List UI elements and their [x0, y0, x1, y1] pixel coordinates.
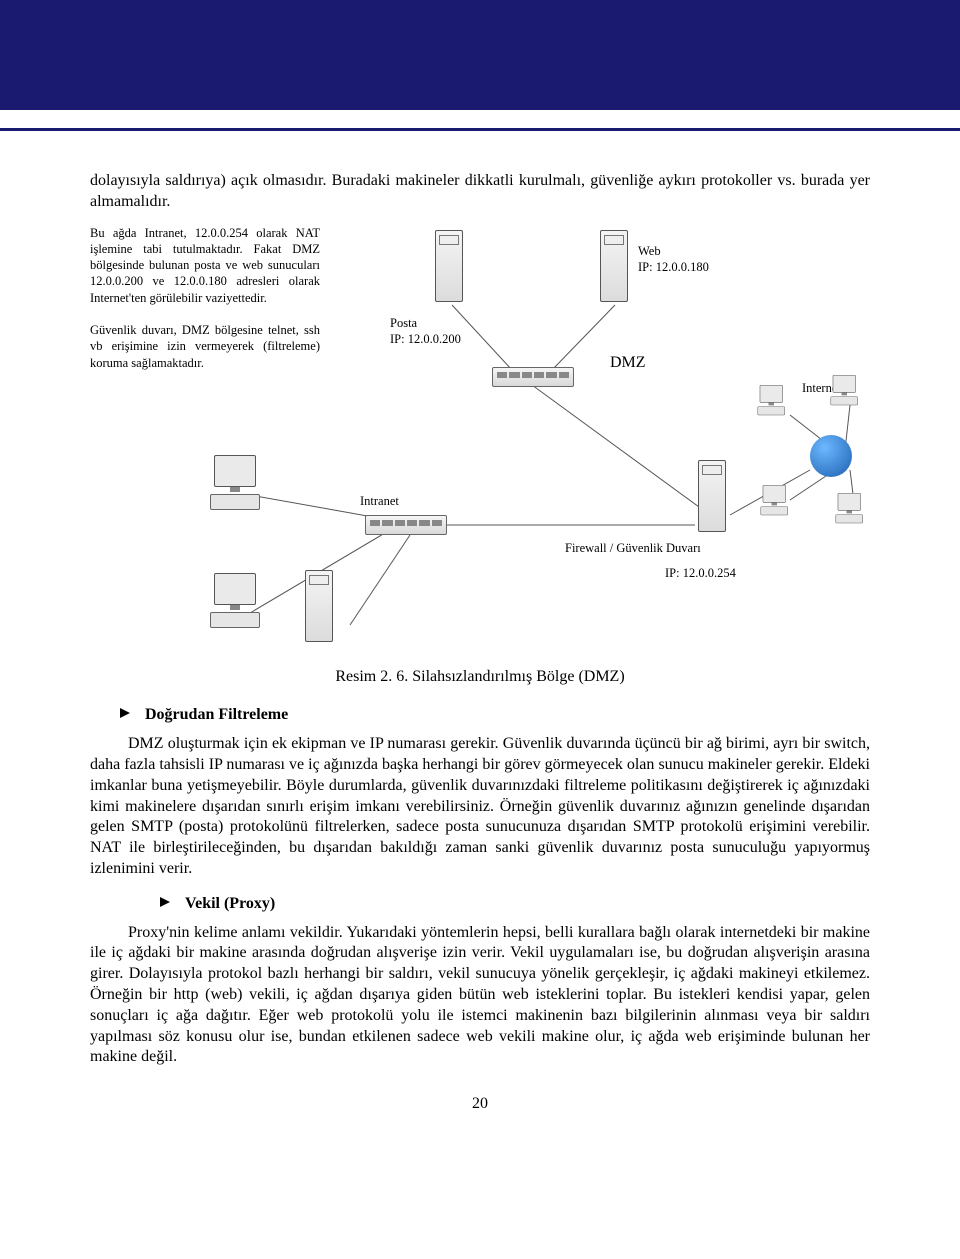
section-b-body: Proxy'nin kelime anlamı vekildir. Yukarı…: [90, 923, 870, 1069]
dmz-diagram: Bu ağda Intranet, 12.0.0.254 olarak NAT …: [90, 225, 870, 655]
intranet-server-icon: [305, 570, 339, 648]
section-b-title: Vekil (Proxy): [185, 894, 275, 915]
triangle-bullet-icon: [160, 896, 171, 908]
internet-host-icon: [825, 375, 864, 408]
internet-globe-icon: [810, 435, 852, 477]
section-a-body: DMZ oluşturmak için ek ekipman ve IP num…: [90, 734, 870, 880]
firewall-label: Firewall / Güvenlik Duvarı: [565, 540, 701, 556]
section-vekil-proxy-heading: Vekil (Proxy): [160, 894, 870, 915]
dmz-label: DMZ: [610, 353, 646, 374]
internet-host-icon: [755, 485, 794, 518]
web-server-icon: [600, 230, 634, 308]
intranet-label: Intranet: [360, 493, 399, 509]
posta-label-text: Posta: [390, 316, 417, 330]
section-a-title: Doğrudan Filtreleme: [145, 705, 288, 726]
posta-server-icon: [435, 230, 469, 308]
posta-label: Posta IP: 12.0.0.200: [390, 315, 461, 348]
section-dogrudan-filtreleme-heading: Doğrudan Filtreleme: [120, 705, 870, 726]
posta-ip-text: IP: 12.0.0.200: [390, 332, 461, 346]
page-number: 20: [90, 1094, 870, 1115]
internet-host-icon: [752, 385, 791, 418]
intranet-host-icon: [200, 573, 270, 633]
diagram-note: Bu ağda Intranet, 12.0.0.254 olarak NAT …: [90, 225, 320, 371]
internet-host-icon: [830, 493, 869, 526]
figure-caption: Resim 2. 6. Silahsızlandırılmış Bölge (D…: [90, 667, 870, 688]
intranet-host-icon: [200, 455, 270, 515]
web-label: Web IP: 12.0.0.180: [638, 243, 709, 276]
firewall-ip: IP: 12.0.0.254: [665, 565, 736, 581]
web-label-text: Web: [638, 244, 661, 258]
dmz-switch-icon: [492, 367, 574, 387]
intro-paragraph: dolayısıyla saldırıya) açık olmasıdır. B…: [90, 171, 870, 213]
intranet-switch-icon: [365, 515, 447, 535]
firewall-server-icon: [698, 460, 732, 538]
page-content: dolayısıyla saldırıya) açık olmasıdır. B…: [0, 131, 960, 1145]
web-ip-text: IP: 12.0.0.180: [638, 260, 709, 274]
header-bar: [0, 0, 960, 110]
triangle-bullet-icon: [120, 707, 131, 719]
